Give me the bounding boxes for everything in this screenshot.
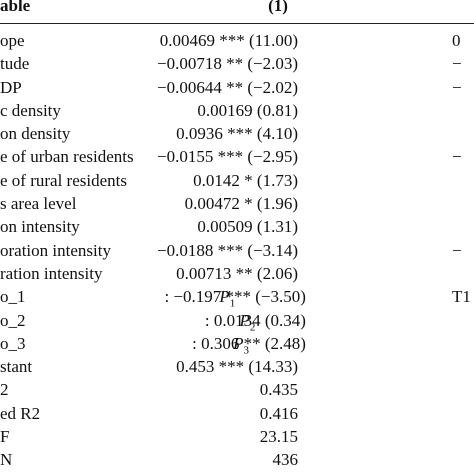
row-label: o_3 [0,333,26,353]
row-next-column-fragment: T1 [452,287,471,307]
table-row: oration intensity −0.0188 *** (−3.14) − [0,239,474,262]
row-value-text: 0.0936 *** (4.10) [176,124,298,144]
row-value-prefix: P [233,333,244,353]
row-value-text: 0.00509 (1.31) [197,217,298,237]
row-value-text: 0.00713 ** (2.06) [176,263,298,283]
table-row: DP −0.00644 ** (−2.02) − [0,76,474,99]
row-label: c density [0,100,61,120]
row-label: F [0,427,10,447]
row-next-column-fragment: − [452,77,462,97]
row-next-column-fragment: − [452,54,462,74]
table-row: ed R2 0.416 [0,402,474,425]
row-value-text: −0.0188 *** (−3.14) [157,240,298,260]
row-label: s area level [0,194,77,214]
table-row: 2 0.435 [0,378,474,401]
row-value-text: 0.00469 *** (11.00) [159,31,298,50]
row-label: oration intensity [0,240,111,260]
row-label: o_1 [0,287,26,307]
row-value-text: : 0.0134 (0.34) [204,310,306,330]
row-label: DP [0,77,22,97]
row-value-text: 0.0142 * (1.73) [193,170,298,190]
row-label: on density [0,124,71,144]
row-value-text: 0.453 *** (14.33) [176,357,298,377]
header-rule [0,23,474,24]
table-row: on density 0.0936 *** (4.10) [0,122,474,145]
row-label: ed R2 [0,403,41,423]
row-value-subscript: 1 [229,297,236,310]
row-label: stant [0,357,33,377]
table-row: F 23.15 [0,425,474,448]
table-header: able (1) [0,0,474,22]
table-row: s area level 0.00472 * (1.96) [0,192,474,215]
row-label: N [0,450,13,470]
row-next-column-fragment: − [452,240,462,260]
table-row: e of urban residents −0.0155 *** (−2.95) − [0,145,474,168]
header-variable: able [0,0,31,15]
row-label: on intensity [0,217,80,237]
table-row: o_2 P2: 0.0134 (0.34) [0,309,474,333]
row-value-text: −0.00644 ** (−2.02) [157,77,298,97]
row-value-prefix: P [239,310,250,330]
row-label: e of rural residents [0,170,127,190]
row-label: tude [0,54,30,74]
row-label: ope [0,31,25,50]
row-label: ration intensity [0,263,103,283]
row-value-text: 0.435 [259,380,298,400]
row-value-text: 0.416 [259,403,298,423]
table-row: e of rural residents 0.0142 * (1.73) [0,169,474,192]
row-value-text: : 0.306 ** (2.48) [192,333,306,353]
row-next-column-fragment: − [452,147,462,167]
row-value-text: 0.00169 (0.81) [197,100,298,120]
table-row: o_1 P1: −0.197 *** (−3.50) T1 [0,285,474,310]
row-value-subscript: 2 [249,320,256,333]
row-label: e of urban residents [0,147,134,167]
table-row: on intensity 0.00509 (1.31) [0,215,474,238]
table-row: ope 0.00469 *** (11.00) 0 [0,29,474,52]
row-label: 2 [0,380,9,400]
table-row: ration intensity 0.00713 ** (2.06) [0,262,474,285]
row-value-subscript: 3 [243,344,250,357]
row-value-text: −0.00718 ** (−2.03) [157,54,298,74]
table-row: c density 0.00169 (0.81) [0,99,474,122]
row-value-text: 436 [272,450,299,470]
table-body: ope 0.00469 *** (11.00) 0 tude −0.00718 ** (… [0,29,474,472]
table-row: tude −0.00718 ** (−2.03) − [0,52,474,75]
row-value-prefix: P [219,287,230,307]
table-row: N 436 [0,448,474,471]
table-row: stant 0.453 *** (14.33) [0,355,474,378]
row-value-text: : −0.197 *** (−3.50) [164,287,306,307]
row-label: o_2 [0,310,26,330]
table-row: o_3 P3: 0.306 ** (2.48) [0,332,474,357]
row-value-text: 23.15 [259,427,298,447]
row-value-text: 0.00472 * (1.96) [184,194,298,214]
row-next-column-fragment: 0 [452,31,461,50]
row-value-text: −0.0155 *** (−2.95) [157,147,298,167]
